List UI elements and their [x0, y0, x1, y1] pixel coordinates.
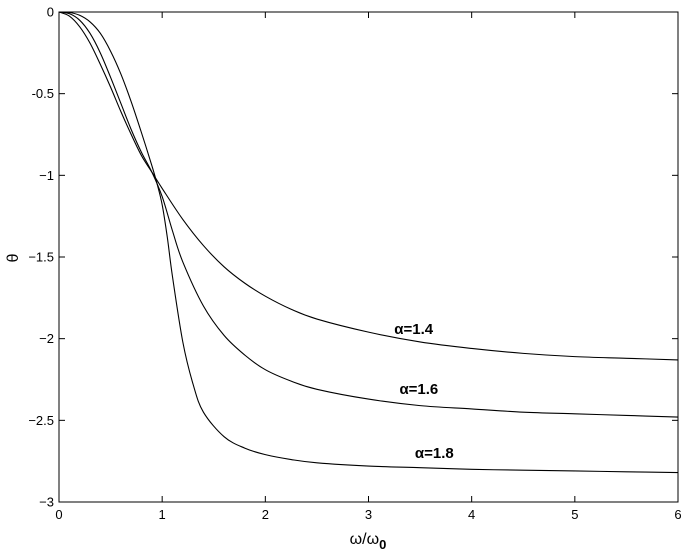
- x-tick-label-5: 5: [571, 507, 578, 522]
- series-line-1: [58, 11, 679, 418]
- series-labels: α=1.4 α=1.6 α=1.8: [394, 321, 453, 462]
- y-tick-label-1: -0.5: [32, 86, 54, 101]
- x-axis-label: ω/ω0: [350, 531, 387, 552]
- y-tick-label-4: −2: [39, 331, 54, 346]
- y-tick-label-6: −3: [39, 495, 54, 510]
- x-tick-label-4: 4: [468, 507, 475, 522]
- series-label-2: α=1.8: [415, 445, 454, 462]
- y-tick-label-0: 0: [47, 5, 54, 20]
- plot-frame: [58, 11, 679, 503]
- series-line-2: [58, 11, 679, 474]
- y-tick-label-2: −1: [39, 168, 54, 183]
- x-tick-label-1: 1: [159, 507, 166, 522]
- y-tick-label-3: −1.5: [28, 250, 54, 265]
- y-tick-label-5: −2.5: [28, 413, 54, 428]
- x-tick-label-6: 6: [674, 507, 681, 522]
- x-tick-label-0: 0: [55, 507, 62, 522]
- tick-marks: [58, 11, 679, 503]
- series-line-0: [58, 11, 679, 361]
- x-tick-label-2: 2: [262, 507, 269, 522]
- series-label-1: α=1.6: [399, 381, 438, 398]
- tick-labels: 0 1 2 3 4 5 6 0 -0.5 −1 −1.5 −2 −2.5 −3: [28, 5, 681, 523]
- x-tick-label-3: 3: [365, 507, 372, 522]
- y-axis-label: θ: [5, 253, 22, 262]
- series-curves: [58, 11, 679, 474]
- series-label-0: α=1.4: [394, 321, 433, 338]
